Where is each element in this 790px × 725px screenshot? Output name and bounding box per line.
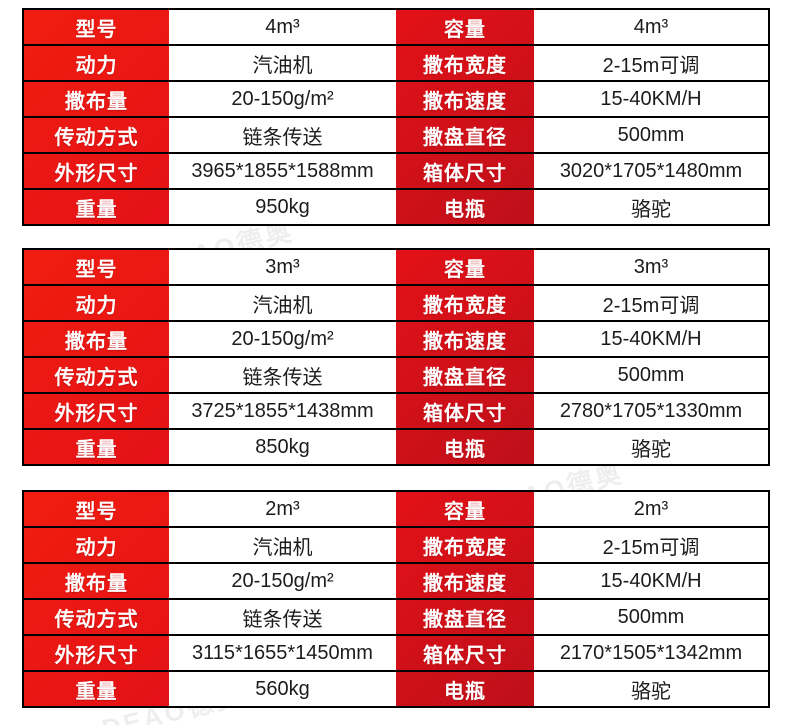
spec-row: 撒布量 20-150g/m² 撒布速度 15-40KM/H: [23, 321, 769, 357]
spec-table-3m3: 型号 3m³ 容量 3m³ 动力 汽油机 撒布宽度 2-15m可调 撒布量 20-150g/m² 撒…: [22, 248, 770, 466]
spec-value: 4m³: [534, 9, 769, 45]
spec-label: 型号: [75, 18, 118, 41]
spec-label: 电瓶: [444, 198, 486, 221]
spec-label: 外形尺寸: [54, 162, 139, 185]
spec-label: 型号: [75, 500, 118, 523]
spec-value: 560kg: [169, 671, 396, 707]
spec-value: 15-40KM/H: [534, 321, 769, 357]
spec-value: 3965*1855*1588mm: [169, 153, 396, 189]
spec-label: 外形尺寸: [54, 644, 139, 667]
spec-label: 撒布宽度: [423, 536, 507, 559]
spec-label: 撒布宽度: [423, 294, 507, 317]
spec-label: 撒盘直径: [423, 608, 507, 631]
spec-value: 2-15m可调: [534, 45, 769, 81]
spec-label: 撒布量: [65, 90, 128, 113]
spec-row: 重量 950kg 电瓶 骆驼: [23, 189, 769, 225]
spec-row: 重量 560kg 电瓶 骆驼: [23, 671, 769, 707]
spec-row: 型号 4m³ 容量 4m³: [23, 9, 769, 45]
spec-value: 汽油机: [169, 285, 396, 321]
spec-row: 传动方式 链条传送 撒盘直径 500mm: [23, 357, 769, 393]
spec-value: 骆驼: [534, 189, 769, 225]
spec-row: 传动方式 链条传送 撒盘直径 500mm: [23, 117, 769, 153]
spec-label: 外形尺寸: [54, 402, 139, 425]
spec-row: 重量 850kg 电瓶 骆驼: [23, 429, 769, 465]
spec-label: 撒布宽度: [423, 54, 507, 77]
spec-label: 撒布量: [65, 572, 128, 595]
spec-label: 箱体尺寸: [423, 402, 507, 425]
spec-value: 950kg: [169, 189, 396, 225]
spec-row: 动力 汽油机 撒布宽度 2-15m可调: [23, 527, 769, 563]
spec-label: 箱体尺寸: [423, 644, 507, 667]
spec-value: 2170*1505*1342mm: [534, 635, 769, 671]
spec-label: 重量: [75, 680, 118, 703]
spec-row: 撒布量 20-150g/m² 撒布速度 15-40KM/H: [23, 81, 769, 117]
spec-value: 2-15m可调: [534, 285, 769, 321]
spec-value: 2-15m可调: [534, 527, 769, 563]
spec-label: 型号: [75, 258, 118, 281]
spec-value: 骆驼: [534, 671, 769, 707]
spec-label: 容量: [444, 500, 486, 523]
spec-label: 撒布量: [65, 330, 128, 353]
spec-table-2m3: 型号 2m³ 容量 2m³ 动力 汽油机 撒布宽度 2-15m可调 撒布量 20-150g/m² 撒…: [22, 490, 770, 708]
spec-table-4m3: 型号 4m³ 容量 4m³ 动力 汽油机 撒布宽度 2-15m可调 撒布量 20-150g/m² 撒…: [22, 8, 770, 226]
spec-label: 撒盘直径: [423, 366, 507, 389]
spec-label: 传动方式: [54, 366, 139, 389]
spec-label: 传动方式: [54, 126, 139, 149]
spec-row: 动力 汽油机 撒布宽度 2-15m可调: [23, 45, 769, 81]
spec-label: 动力: [75, 54, 118, 77]
spec-label: 动力: [75, 536, 118, 559]
spec-value: 500mm: [534, 599, 769, 635]
spec-value: 3115*1655*1450mm: [169, 635, 396, 671]
spec-row: 型号 2m³ 容量 2m³: [23, 491, 769, 527]
spec-row: 型号 3m³ 容量 3m³: [23, 249, 769, 285]
spec-row: 动力 汽油机 撒布宽度 2-15m可调: [23, 285, 769, 321]
spec-label: 电瓶: [444, 438, 486, 461]
spec-value: 2m³: [169, 491, 396, 527]
spec-value: 15-40KM/H: [534, 81, 769, 117]
spec-row: 撒布量 20-150g/m² 撒布速度 15-40KM/H: [23, 563, 769, 599]
spec-value: 汽油机: [169, 45, 396, 81]
spec-value: 汽油机: [169, 527, 396, 563]
spec-row: 传动方式 链条传送 撒盘直径 500mm: [23, 599, 769, 635]
spec-value: 20-150g/m²: [169, 563, 396, 599]
spec-label: 撒布速度: [423, 90, 507, 113]
spec-value: 3020*1705*1480mm: [534, 153, 769, 189]
spec-label: 动力: [75, 294, 118, 317]
spec-value: 500mm: [534, 357, 769, 393]
spec-value: 3m³: [534, 249, 769, 285]
spec-value: 20-150g/m²: [169, 81, 396, 117]
spec-label: 重量: [75, 438, 118, 461]
spec-label: 传动方式: [54, 608, 139, 631]
spec-value: 500mm: [534, 117, 769, 153]
spec-label: 撒布速度: [423, 330, 507, 353]
spec-value: 骆驼: [534, 429, 769, 465]
spec-label: 容量: [444, 18, 486, 41]
spec-value: 3725*1855*1438mm: [169, 393, 396, 429]
spec-row: 外形尺寸 3965*1855*1588mm 箱体尺寸 3020*1705*1480mm: [23, 153, 769, 189]
spec-label: 容量: [444, 258, 486, 281]
spec-row: 外形尺寸 3115*1655*1450mm 箱体尺寸 2170*1505*1342mm: [23, 635, 769, 671]
spec-value: 链条传送: [169, 599, 396, 635]
spec-label: 重量: [75, 198, 118, 221]
spec-value: 4m³: [169, 9, 396, 45]
spec-value: 2m³: [534, 491, 769, 527]
spec-label: 箱体尺寸: [423, 162, 507, 185]
spec-value: 链条传送: [169, 357, 396, 393]
spec-label: 电瓶: [444, 680, 486, 703]
spec-value: 2780*1705*1330mm: [534, 393, 769, 429]
spec-value: 850kg: [169, 429, 396, 465]
spec-label: 撒盘直径: [423, 126, 507, 149]
spec-value: 15-40KM/H: [534, 563, 769, 599]
spec-label: 撒布速度: [423, 572, 507, 595]
spec-value: 链条传送: [169, 117, 396, 153]
spec-value: 3m³: [169, 249, 396, 285]
spec-value: 20-150g/m²: [169, 321, 396, 357]
spec-row: 外形尺寸 3725*1855*1438mm 箱体尺寸 2780*1705*1330mm: [23, 393, 769, 429]
